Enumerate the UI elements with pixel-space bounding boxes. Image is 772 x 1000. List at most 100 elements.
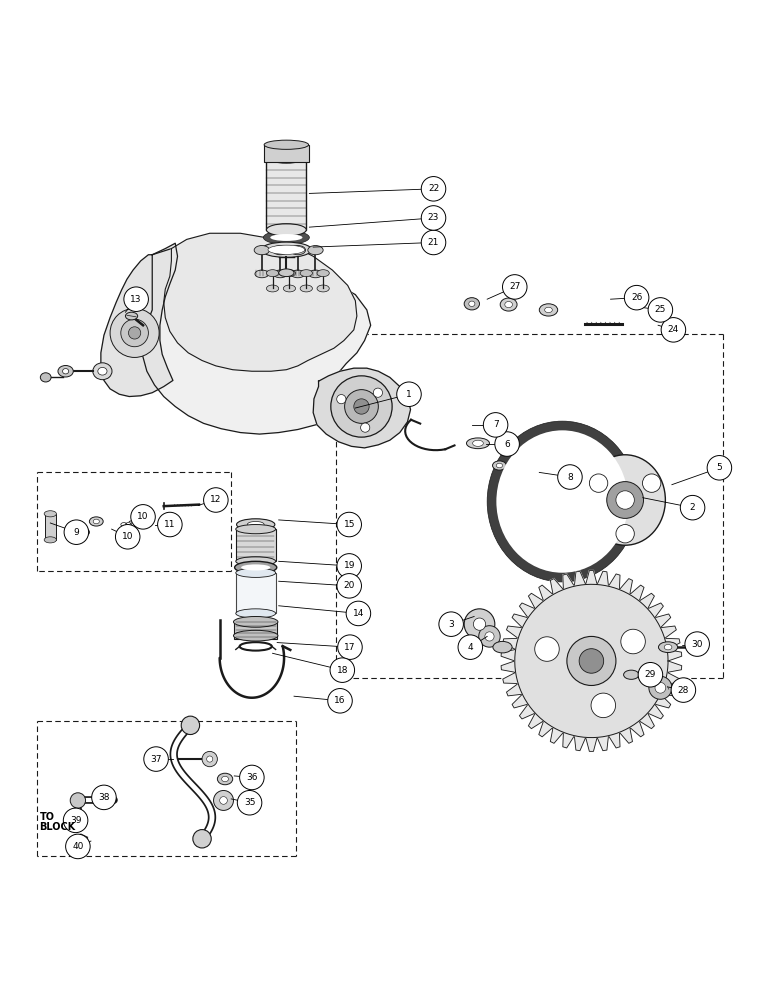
Polygon shape [164,233,357,371]
Circle shape [361,423,370,432]
Ellipse shape [235,557,276,566]
Ellipse shape [505,301,513,308]
Ellipse shape [261,242,312,257]
Text: 36: 36 [246,773,258,782]
Ellipse shape [266,151,306,163]
Circle shape [422,177,445,201]
Text: 20: 20 [344,581,355,590]
Bar [45,514,56,540]
Ellipse shape [233,630,278,641]
Text: 26: 26 [631,293,642,302]
Circle shape [464,609,495,639]
Circle shape [207,756,213,762]
Circle shape [144,747,168,771]
Circle shape [204,488,228,512]
Circle shape [422,206,445,230]
Circle shape [110,308,159,357]
Circle shape [648,298,672,322]
Ellipse shape [496,463,503,468]
Ellipse shape [235,561,277,574]
Ellipse shape [283,270,296,277]
Ellipse shape [472,440,483,446]
Circle shape [354,399,369,414]
Circle shape [128,327,141,339]
Circle shape [124,287,148,311]
Circle shape [479,626,500,647]
Circle shape [509,466,524,481]
Text: 11: 11 [164,520,175,529]
Ellipse shape [40,373,51,382]
Ellipse shape [63,369,69,374]
Ellipse shape [308,246,323,255]
Text: 40: 40 [73,842,83,851]
Ellipse shape [266,285,279,292]
Text: 18: 18 [337,666,348,675]
Circle shape [181,716,200,735]
Circle shape [625,285,649,310]
Text: 7: 7 [493,420,499,429]
Polygon shape [101,243,178,397]
Circle shape [616,491,635,509]
Circle shape [337,395,346,404]
Ellipse shape [500,298,517,311]
Bar [235,573,276,613]
Circle shape [642,474,661,492]
Circle shape [685,632,709,656]
Ellipse shape [241,564,270,571]
Circle shape [485,632,494,641]
Text: 16: 16 [334,696,346,705]
Ellipse shape [264,140,309,149]
Circle shape [344,390,378,423]
Polygon shape [501,571,682,751]
Text: 21: 21 [428,238,439,247]
Text: 4: 4 [468,643,473,652]
Circle shape [495,432,520,456]
Circle shape [483,413,508,437]
Ellipse shape [283,285,296,292]
Circle shape [579,649,604,673]
Polygon shape [515,584,668,738]
Circle shape [621,629,645,654]
Circle shape [591,693,615,718]
Ellipse shape [80,530,86,534]
Circle shape [64,520,89,544]
Ellipse shape [317,270,330,277]
Ellipse shape [487,421,638,582]
Ellipse shape [273,270,287,278]
Ellipse shape [464,298,479,310]
Ellipse shape [235,609,276,618]
Circle shape [157,512,182,537]
Text: 22: 22 [428,184,439,193]
Ellipse shape [300,285,313,292]
Text: 14: 14 [353,609,364,618]
Circle shape [649,676,672,699]
Circle shape [680,495,705,520]
Ellipse shape [540,304,557,316]
Bar [235,529,276,561]
Text: BLOCK: BLOCK [39,822,76,832]
Text: 19: 19 [344,561,355,570]
Ellipse shape [93,363,112,380]
Polygon shape [71,814,84,827]
Text: 6: 6 [504,440,510,449]
Circle shape [661,318,686,342]
Bar [264,145,309,162]
Circle shape [458,635,482,659]
Text: 1: 1 [406,390,412,399]
Ellipse shape [496,430,628,573]
Circle shape [337,554,361,578]
Circle shape [330,658,354,682]
Ellipse shape [58,365,73,377]
Text: 24: 24 [668,325,679,334]
Text: 13: 13 [130,295,142,304]
Polygon shape [142,247,371,434]
Circle shape [567,636,616,685]
Circle shape [589,474,608,492]
Text: 8: 8 [567,473,573,482]
Text: 38: 38 [98,793,110,802]
Circle shape [193,830,212,848]
Ellipse shape [270,234,303,241]
Text: 10: 10 [122,532,134,541]
Ellipse shape [300,270,313,277]
Circle shape [328,689,352,713]
